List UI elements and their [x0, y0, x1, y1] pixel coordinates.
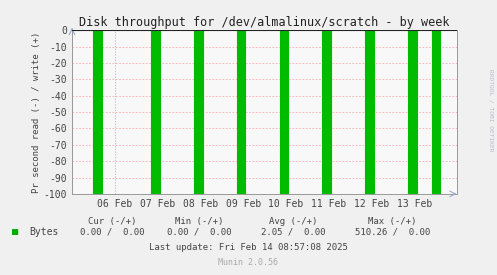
Text: 2.05 /  0.00: 2.05 / 0.00	[261, 228, 326, 237]
Text: 0.00 /  0.00: 0.00 / 0.00	[166, 228, 231, 237]
Text: 510.26 /  0.00: 510.26 / 0.00	[355, 228, 430, 237]
Y-axis label: Pr second read (-) / write (+): Pr second read (-) / write (+)	[32, 31, 41, 193]
Text: Cur (-/+): Cur (-/+)	[87, 217, 136, 226]
Text: Bytes: Bytes	[29, 227, 58, 237]
Text: RRDTOOL / TOBI OETIKER: RRDTOOL / TOBI OETIKER	[489, 69, 494, 151]
Title: Disk throughput for /dev/almalinux/scratch - by week: Disk throughput for /dev/almalinux/scrat…	[80, 16, 450, 29]
Text: 0.00 /  0.00: 0.00 / 0.00	[80, 228, 144, 237]
Text: Min (-/+): Min (-/+)	[174, 217, 223, 226]
Text: Avg (-/+): Avg (-/+)	[269, 217, 318, 226]
Text: Max (-/+): Max (-/+)	[368, 217, 417, 226]
Text: Last update: Fri Feb 14 08:57:08 2025: Last update: Fri Feb 14 08:57:08 2025	[149, 243, 348, 252]
Text: Munin 2.0.56: Munin 2.0.56	[219, 258, 278, 267]
Text: ■: ■	[12, 227, 19, 237]
